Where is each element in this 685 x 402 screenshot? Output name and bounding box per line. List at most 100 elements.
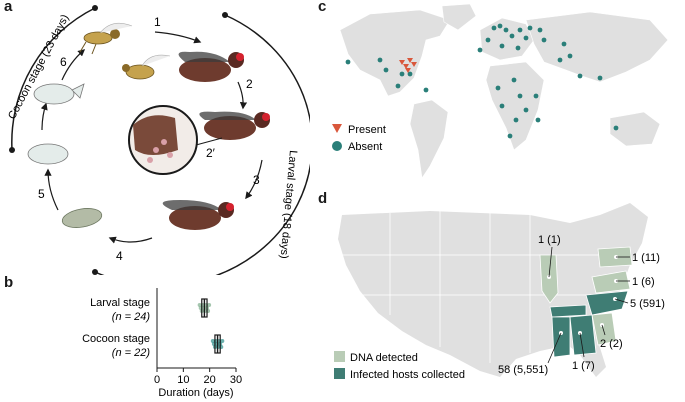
cocoon-icon [33, 83, 75, 105]
absent-marker [613, 125, 619, 131]
label-georgia: 2 (2) [600, 338, 623, 350]
fly-icon [162, 200, 234, 230]
absent-marker [561, 41, 567, 47]
magnified-inset [128, 105, 223, 175]
larval-stage-arc [94, 14, 310, 275]
absent-marker [499, 103, 505, 109]
n-label-cocoon: (n = 22) [112, 347, 151, 359]
label-north-carolina: 5 (591) [630, 298, 665, 310]
absent-marker [399, 71, 405, 77]
absent-marker [557, 57, 563, 63]
step-6: 6 [60, 55, 67, 69]
label-alabama: 1 (7) [572, 360, 595, 372]
step-2-prime: 2′ [206, 146, 216, 160]
absent-marker [515, 45, 521, 51]
absent-marker [523, 107, 529, 113]
absent-marker [517, 27, 523, 33]
australia-landmass [609, 111, 661, 147]
africa-landmass [485, 61, 545, 151]
absent-marker [499, 43, 505, 49]
legend-swatch-dna [334, 351, 345, 362]
panel-letter-d: d [318, 190, 328, 207]
absent-marker [597, 75, 603, 81]
state-tennessee [549, 304, 587, 318]
data-point [197, 303, 202, 307]
state-mississippi [551, 316, 571, 358]
absent-marker [383, 67, 389, 73]
label-virginia: 1 (6) [632, 276, 655, 288]
present-marker [407, 58, 413, 63]
legend-absent: Absent [348, 141, 382, 153]
category-label-cocoon: Cocoon stage [82, 333, 150, 345]
world-map: Present Absent [332, 3, 669, 179]
absent-marker [577, 73, 583, 79]
absent-marker [507, 133, 513, 139]
step-4: 4 [116, 249, 123, 263]
state-alabama [569, 314, 597, 356]
absent-marker [541, 37, 547, 43]
label-mississippi: 58 (5,551) [498, 364, 548, 376]
present-marker [405, 68, 411, 73]
data-point [207, 303, 212, 307]
absent-icon [332, 141, 342, 151]
absent-marker [511, 77, 517, 83]
absent-marker [533, 93, 539, 99]
absent-marker [535, 117, 541, 123]
cocoon-icon [27, 143, 69, 165]
south-america-landmass [409, 99, 449, 179]
legend-infected-hosts: Infected hosts collected [350, 369, 465, 381]
absent-marker [497, 23, 503, 29]
present-marker [411, 62, 417, 67]
x-axis-label: Duration (days) [158, 387, 233, 399]
x-tick-label: 10 [177, 374, 189, 386]
panel-letter-c: c [318, 0, 327, 15]
state-virginia [591, 270, 631, 294]
absent-marker [495, 85, 501, 91]
north-america-landmass [339, 9, 451, 97]
us-landmass [338, 203, 648, 377]
cocoon-stage-arc [11, 7, 96, 151]
state-georgia [591, 312, 617, 346]
x-tick-label: 0 [154, 374, 160, 386]
larva-icon [61, 208, 103, 228]
n-label-larval: (n = 24) [112, 311, 151, 323]
absent-marker [509, 33, 515, 39]
wasp-icon [79, 22, 133, 55]
absent-marker [523, 35, 529, 41]
x-tick-label: 20 [204, 374, 216, 386]
present-icon [332, 124, 342, 133]
absent-marker [477, 47, 483, 53]
step-3: 3 [253, 173, 260, 187]
panel-letter-a: a [4, 0, 13, 15]
data-point [220, 339, 225, 343]
absent-marker [513, 117, 519, 123]
asia-landmass [525, 11, 669, 83]
state-north-carolina [585, 290, 629, 316]
greenland-landmass [441, 3, 477, 31]
us-map: 1 (1) 1 (11) 1 (6) 5 (591) 2 (2) 58 (5,5… [334, 203, 665, 381]
lifecycle-diagram: Cocoon stage (23 days) Larval stage (18 … [6, 5, 310, 275]
larval-stage-label: Larval stage (18 days) [278, 150, 299, 259]
absent-marker [345, 59, 351, 65]
absent-marker [503, 27, 509, 33]
panel-letter-b: b [4, 274, 14, 291]
step-1: 1 [154, 15, 161, 29]
present-marker [403, 64, 409, 69]
absent-marker [423, 87, 429, 93]
absent-marker [491, 25, 497, 31]
step-5: 5 [38, 187, 45, 201]
absent-marker [517, 93, 523, 99]
absent-marker [377, 57, 383, 63]
present-marker [399, 60, 405, 65]
absent-marker [395, 83, 401, 89]
label-pennsylvania: 1 (11) [632, 252, 660, 264]
absent-marker [567, 53, 573, 59]
fly-icon [178, 51, 244, 82]
label-illinois: 1 (1) [538, 234, 561, 246]
legend-present: Present [348, 124, 386, 136]
x-tick-label: 30 [230, 374, 242, 386]
absent-marker [537, 27, 543, 33]
legend-dna-detected: DNA detected [350, 352, 418, 364]
absent-marker [527, 25, 533, 31]
fly-icon [199, 111, 270, 140]
